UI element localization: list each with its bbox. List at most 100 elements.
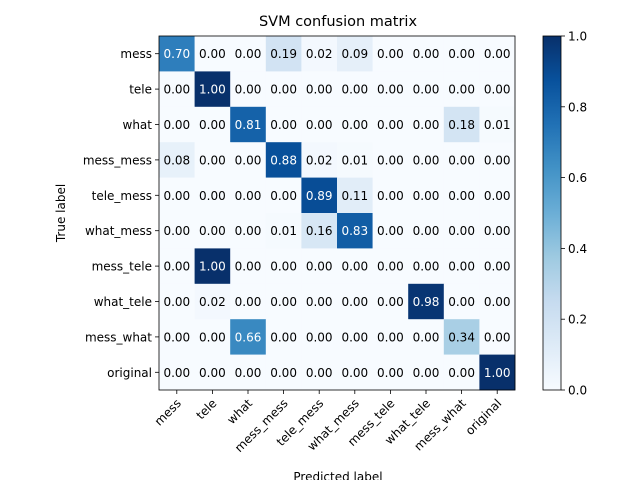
heatmap-cell	[372, 71, 409, 108]
cell-value-label: 0.00	[270, 366, 297, 380]
cell-value-label: 0.00	[163, 366, 190, 380]
heatmap-cell	[159, 248, 195, 285]
heatmap-cell	[230, 248, 267, 285]
cell-value-label: 0.00	[163, 83, 190, 97]
cell-value-label: 0.00	[341, 330, 368, 344]
heatmap-cell	[337, 106, 373, 143]
heatmap-cell	[479, 283, 516, 320]
cell-value-label: 0.66	[235, 330, 262, 344]
cell-value-label: 0.02	[199, 295, 226, 309]
cell-value-label: 0.00	[413, 330, 440, 344]
cell-value-label: 0.00	[377, 153, 404, 167]
heatmap-cell	[301, 106, 338, 143]
cell-value-label: 0.00	[341, 83, 368, 97]
cell-value-label: 0.00	[235, 189, 262, 203]
heatmap-cell	[265, 36, 302, 72]
cell-value-label: 0.88	[270, 153, 297, 167]
heatmap-cell	[194, 177, 231, 214]
heatmap-cell	[372, 283, 409, 320]
x-tick-label: tele	[193, 396, 219, 422]
heatmap-cell	[443, 36, 480, 72]
cell-value-label: 0.00	[270, 330, 297, 344]
heatmap-cell	[443, 283, 480, 320]
cell-value-label: 0.00	[270, 295, 297, 309]
heatmap-cell	[443, 213, 480, 249]
cell-value-label: 0.11	[341, 189, 368, 203]
heatmap-cell	[230, 142, 267, 178]
x-tick-label: what	[224, 396, 255, 427]
heatmap-cell	[194, 106, 231, 143]
y-tick-label: mess_what	[85, 330, 152, 344]
heatmap-cell	[301, 319, 338, 355]
heatmap-cell	[443, 71, 480, 108]
cell-value-label: 0.00	[341, 366, 368, 380]
heatmap-cell	[230, 354, 267, 391]
colorbar-tick-label: 0.8	[568, 100, 587, 114]
cell-value-label: 0.00	[163, 295, 190, 309]
colorbar-tick-label: 0.2	[568, 313, 587, 327]
heatmap-cell	[408, 319, 445, 355]
colorbar-tick-label: 0.6	[568, 171, 587, 185]
y-tick-label: original	[107, 366, 152, 380]
cell-value-label: 0.34	[448, 330, 475, 344]
cell-value-label: 0.00	[377, 366, 404, 380]
colorbar-tick-label: 0.4	[568, 242, 587, 256]
heatmap-cell	[194, 283, 231, 320]
heatmap-cell	[194, 71, 231, 108]
cell-value-label: 0.00	[235, 295, 262, 309]
colorbar	[542, 35, 562, 391]
colorbar-ticks: 0.0 0.2 0.4 0.6 0.8 1.0	[561, 30, 587, 398]
cell-value-label: 0.00	[306, 330, 333, 344]
cell-value-label: 0.00	[377, 47, 404, 61]
x-axis-label: Predicted label	[293, 470, 382, 480]
cell-value-label: 0.02	[306, 153, 333, 167]
cell-value-label: 0.00	[199, 118, 226, 132]
cell-value-label: 0.00	[270, 260, 297, 274]
heatmap-cell	[479, 213, 516, 249]
heatmap-cell	[479, 106, 516, 143]
heatmap-cell	[337, 354, 373, 391]
heatmap-cell	[194, 319, 231, 355]
cell-value-label: 0.00	[341, 295, 368, 309]
heatmap-cell	[372, 142, 409, 178]
heatmap-cell	[337, 283, 373, 320]
cell-value-label: 0.00	[448, 366, 475, 380]
cell-value-label: 0.00	[377, 189, 404, 203]
cell-value-label: 0.00	[199, 189, 226, 203]
heatmap-cell	[337, 36, 373, 72]
heatmap-cell	[301, 142, 338, 178]
heatmap-cell	[337, 142, 373, 178]
cell-value-label: 1.00	[484, 366, 511, 380]
heatmap-cell	[230, 213, 267, 249]
heatmap-cell	[230, 71, 267, 108]
cell-value-label: 0.00	[270, 83, 297, 97]
cell-value-label: 0.81	[235, 118, 262, 132]
cell-value-label: 1.00	[199, 83, 226, 97]
heatmap-cell	[159, 71, 195, 108]
cell-value-label: 0.00	[448, 224, 475, 238]
heatmap-cell	[479, 177, 516, 214]
cell-value-label: 0.00	[235, 153, 262, 167]
heatmap-cell	[265, 71, 302, 108]
cell-value-label: 0.00	[448, 83, 475, 97]
cell-value-label: 0.00	[306, 118, 333, 132]
cell-value-label: 0.00	[484, 330, 511, 344]
cell-value-label: 0.00	[377, 224, 404, 238]
heatmap-cell	[301, 354, 338, 391]
x-tick-label: mess	[152, 396, 184, 428]
cell-value-label: 0.00	[163, 189, 190, 203]
cell-value-label: 0.00	[163, 118, 190, 132]
heatmap-cell	[301, 177, 338, 214]
y-axis-label: True label	[54, 184, 68, 243]
cell-value-labels: 0.70 0.00 0.00 0.19 0.02 0.09 0.00 0.00 0.00 0.00…	[163, 47, 510, 380]
cell-value-label: 0.00	[377, 330, 404, 344]
colorbar-tick-label: 1.0	[568, 30, 587, 44]
heatmap-cell	[479, 71, 516, 108]
cell-value-label: 0.00	[448, 260, 475, 274]
cell-value-label: 0.00	[484, 224, 511, 238]
cell-value-label: 0.00	[235, 366, 262, 380]
heatmap-cell	[408, 248, 445, 285]
heatmap-cell	[159, 36, 195, 72]
cell-value-label: 0.83	[341, 224, 368, 238]
